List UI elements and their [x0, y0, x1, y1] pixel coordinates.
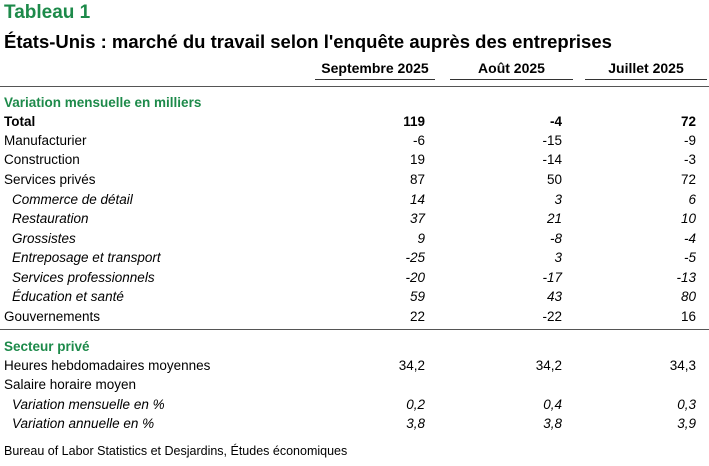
cell-july: -13	[676, 270, 696, 285]
cell-august: -4	[549, 114, 562, 129]
cell-august: -14	[542, 152, 562, 167]
table-row-construction: Construction 19 -14 -3	[0, 150, 709, 169]
cell-august: -8	[549, 231, 562, 246]
row-label: Variation mensuelle en %	[12, 397, 165, 412]
table-row-restaurants: Restauration 37 21 10	[0, 209, 709, 228]
row-label: Services professionnels	[12, 270, 155, 285]
cell-july: 72	[680, 114, 696, 129]
table-row-wholesale: Grossistes 9 -8 -4	[0, 229, 709, 248]
cell-september: 9	[417, 231, 425, 246]
row-label: Restauration	[12, 211, 89, 226]
cell-july: 10	[680, 211, 696, 226]
cell-september: 22	[409, 309, 425, 324]
row-label: Commerce de détail	[12, 192, 133, 207]
cell-august: 50	[546, 172, 562, 187]
column-header-august: Août 2025	[450, 60, 573, 80]
cell-july: -5	[683, 250, 696, 265]
row-label: Total	[4, 114, 36, 129]
table-row-annual-change: Variation annuelle en % 3,8 3,8 3,9	[0, 414, 709, 433]
table-row-retail: Commerce de détail 14 3 6	[0, 190, 709, 209]
table-title: Tableau 1	[4, 2, 91, 23]
table-row-hourly-wage: Salaire horaire moyen	[0, 375, 709, 394]
cell-september: 19	[409, 152, 425, 167]
table-row-education-health: Éducation et santé 59 43 80	[0, 287, 709, 306]
table-row-monthly-change: Variation mensuelle en % 0,2 0,4 0,3	[0, 395, 709, 414]
row-label: Gouvernements	[4, 309, 101, 324]
section-heading-monthly: Variation mensuelle en milliers	[4, 95, 202, 110]
cell-september: 3,8	[406, 416, 425, 431]
cell-september: 59	[409, 289, 425, 304]
row-label: Grossistes	[12, 231, 76, 246]
cell-september: 87	[409, 172, 425, 187]
table-row-warehousing: Entreposage et transport -25 3 -5	[0, 248, 709, 267]
table-row-private-services: Services privés 87 50 72	[0, 170, 709, 189]
row-label: Éducation et santé	[12, 289, 124, 304]
cell-july: 34,3	[669, 358, 696, 373]
cell-september: 0,2	[406, 397, 425, 412]
row-label: Services privés	[4, 172, 96, 187]
cell-august: 3	[554, 250, 562, 265]
cell-august: 34,2	[535, 358, 562, 373]
table-row-government: Gouvernements 22 -22 16	[0, 307, 709, 326]
cell-august: 0,4	[543, 397, 562, 412]
cell-july: -3	[683, 152, 696, 167]
cell-july: 16	[680, 309, 696, 324]
column-header-september: Septembre 2025	[315, 60, 435, 80]
row-label: Heures hebdomadaires moyennes	[4, 358, 211, 373]
row-label: Entreposage et transport	[12, 250, 161, 265]
cell-september: 119	[403, 114, 425, 129]
section-heading-private-sector: Secteur privé	[4, 339, 90, 354]
cell-august: 3,8	[543, 416, 562, 431]
cell-september: 37	[409, 211, 425, 226]
table-subtitle: États-Unis : marché du travail selon l'e…	[4, 31, 612, 52]
source-note: Bureau of Labor Statistics et Desjardins…	[4, 444, 348, 458]
cell-august: -17	[542, 270, 562, 285]
column-header-july: Juillet 2025	[585, 60, 707, 80]
cell-august: -22	[542, 309, 562, 324]
cell-september: 14	[409, 192, 425, 207]
cell-july: -9	[683, 133, 696, 148]
cell-july: 3,9	[677, 416, 696, 431]
header-divider	[0, 86, 709, 87]
cell-august: 21	[546, 211, 562, 226]
cell-september: -25	[405, 250, 425, 265]
row-label: Manufacturier	[4, 133, 87, 148]
cell-august: 43	[546, 289, 562, 304]
cell-september: -20	[405, 270, 425, 285]
cell-september: 34,2	[398, 358, 425, 373]
cell-september: -6	[412, 133, 425, 148]
table-row-weekly-hours: Heures hebdomadaires moyennes 34,2 34,2 …	[0, 356, 709, 375]
cell-july: -4	[683, 231, 696, 246]
row-label: Salaire horaire moyen	[4, 377, 137, 392]
table-row-manufacturing: Manufacturier -6 -15 -9	[0, 131, 709, 150]
cell-august: 3	[554, 192, 562, 207]
cell-july: 72	[680, 172, 696, 187]
section-divider	[0, 329, 709, 330]
cell-july: 0,3	[677, 397, 696, 412]
row-label: Variation annuelle en %	[12, 416, 155, 431]
row-label: Construction	[4, 152, 80, 167]
cell-july: 6	[688, 192, 696, 207]
cell-august: -15	[542, 133, 562, 148]
table-row-professional-services: Services professionnels -20 -17 -13	[0, 268, 709, 287]
cell-july: 80	[680, 289, 696, 304]
table-row-total: Total 119 -4 72	[0, 112, 709, 131]
